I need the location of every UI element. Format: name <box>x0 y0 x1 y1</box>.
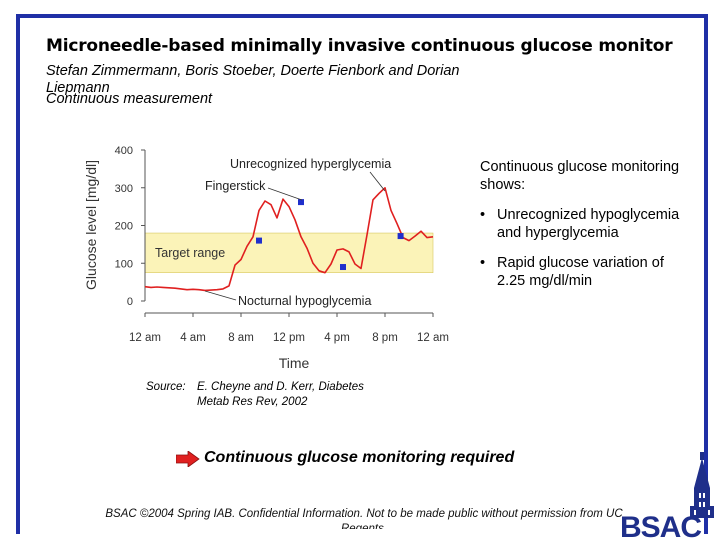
y-tick-label: 200 <box>115 221 133 233</box>
side-text: Continuous glucose monitoring shows: Unr… <box>480 158 680 302</box>
y-tick-label: 100 <box>115 258 133 270</box>
x-tick-label: 12 pm <box>273 332 305 344</box>
x-tick-label: 4 am <box>180 332 206 344</box>
bullet-list: Unrecognized hypoglycemia and hyperglyce… <box>480 206 680 290</box>
x-tick-label: 8 pm <box>372 332 398 344</box>
x-tick-label: 12 am <box>129 332 161 344</box>
annotation-fingerstick: Fingerstick <box>205 179 266 193</box>
logo-text: BSAC <box>620 511 701 540</box>
x-tick-label: 12 am <box>417 332 449 344</box>
slide-frame <box>16 14 708 534</box>
side-intro: Continuous glucose monitoring shows: <box>480 159 680 193</box>
footer-confidential: BSAC ©2004 Spring IAB. Confidential Info… <box>105 508 623 529</box>
annotation-pointer <box>369 171 386 192</box>
bullet-item: Unrecognized hypoglycemia and hyperglyce… <box>480 206 680 242</box>
y-tick-label: 0 <box>127 296 133 308</box>
x-tick-label: 8 am <box>228 332 254 344</box>
annotation-pointer <box>267 187 303 201</box>
fingerstick-marker <box>340 264 346 271</box>
source-citation: Source: E. Cheyne and D. Kerr, Diabetes M… <box>146 380 397 410</box>
target-range-label: Target range <box>155 246 225 260</box>
slide-subtitle: Continuous measurement <box>46 91 213 107</box>
annotation-hyperglycemia: Unrecognized hyperglycemia <box>230 157 391 171</box>
glucose-chart: 0 100 200 300 400 12 am 4 am 8 am 12 pm 4 pm 8 pm 1… <box>83 145 449 371</box>
source-label: Source: <box>146 381 186 393</box>
y-tick-label: 300 <box>115 183 133 195</box>
bsac-logo: BSAC <box>620 452 714 540</box>
slide-title: Microneedle-based minimally invasive con… <box>46 36 673 56</box>
glucose-trace <box>144 187 434 292</box>
target-range-band <box>144 232 434 273</box>
fingerstick-marker <box>298 199 304 206</box>
x-axis-label: Time <box>279 355 310 371</box>
y-tick-label: 400 <box>115 145 133 157</box>
fingerstick-marker <box>397 233 404 240</box>
slide-authors: Stefan Zimmermann, Boris Stoeber, Doerte… <box>46 63 460 96</box>
arrow-right-icon <box>176 451 200 467</box>
callout-text: Continuous glucose monitoring required <box>204 449 515 466</box>
bullet-item: Rapid glucose variation of 2.25 mg/dl/mi… <box>480 254 680 290</box>
source-text: E. Cheyne and D. Kerr, Diabetes Metab Re… <box>197 381 364 408</box>
fingerstick-marker <box>256 237 262 244</box>
annotation-nocturnal: Nocturnal hypoglycemia <box>238 294 371 308</box>
x-tick-label: 4 pm <box>324 332 350 344</box>
y-axis-label: Glucose level [mg/dl] <box>83 160 99 290</box>
annotation-pointer <box>204 290 237 301</box>
